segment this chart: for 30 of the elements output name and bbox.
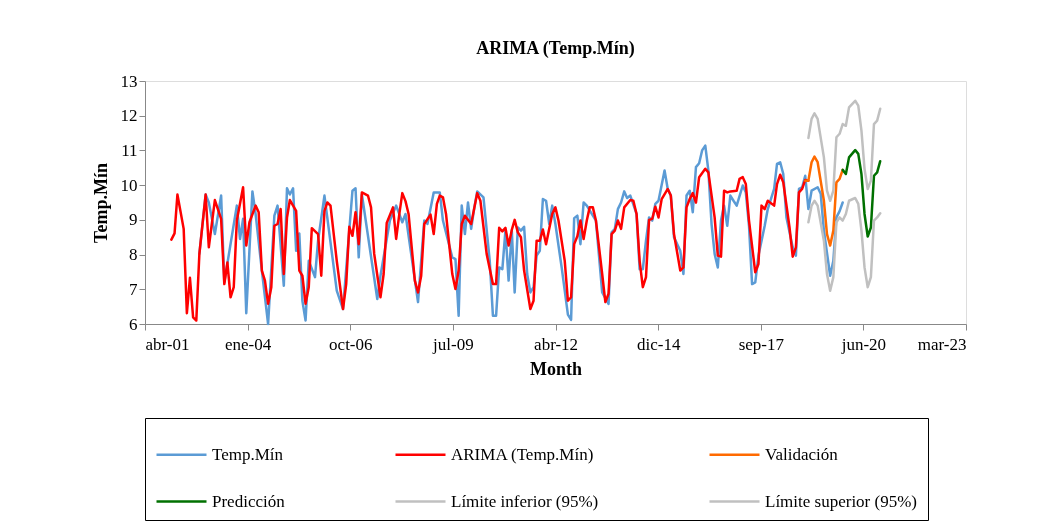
legend-label: ARIMA (Temp.Mín) bbox=[451, 444, 594, 464]
y-tick-label: 7 bbox=[129, 279, 138, 299]
x-tick-label: sep-17 bbox=[738, 334, 785, 354]
legend-label: Temp.Mín bbox=[212, 444, 284, 464]
x-tick-label: abr-01 bbox=[145, 334, 190, 354]
legend-label: Límite superior (95%) bbox=[765, 491, 918, 511]
y-axis-title: Temp.Mín bbox=[90, 163, 111, 243]
y-tick-label: 12 bbox=[120, 106, 138, 126]
line-series bbox=[841, 148, 882, 238]
x-tick-label: jun-20 bbox=[840, 334, 887, 354]
y-tick-label: 11 bbox=[121, 140, 138, 160]
line-series bbox=[803, 155, 844, 247]
x-tick-label: jul-09 bbox=[432, 334, 474, 354]
y-tick-label: 6 bbox=[129, 314, 138, 334]
legend-label: Límite inferior (95%) bbox=[451, 491, 599, 511]
y-tick-label: 9 bbox=[129, 210, 138, 230]
x-axis-title: Month bbox=[529, 358, 583, 379]
legend-label: Predicción bbox=[212, 491, 286, 511]
chart-title: ARIMA (Temp.Mín) bbox=[476, 38, 635, 59]
y-tick-label: 8 bbox=[129, 245, 138, 265]
line-series bbox=[807, 99, 882, 203]
legend-label: Validación bbox=[765, 444, 839, 464]
y-tick-label: 10 bbox=[120, 175, 138, 195]
y-tick-label: 13 bbox=[120, 71, 138, 91]
x-tick-label: abr-12 bbox=[534, 334, 579, 354]
x-tick-label: dic-14 bbox=[636, 334, 681, 354]
x-tick-label: ene-04 bbox=[224, 334, 272, 354]
x-tick-label: mar-23 bbox=[917, 334, 967, 354]
x-tick-label: oct-06 bbox=[329, 334, 373, 354]
line-series bbox=[807, 196, 882, 292]
